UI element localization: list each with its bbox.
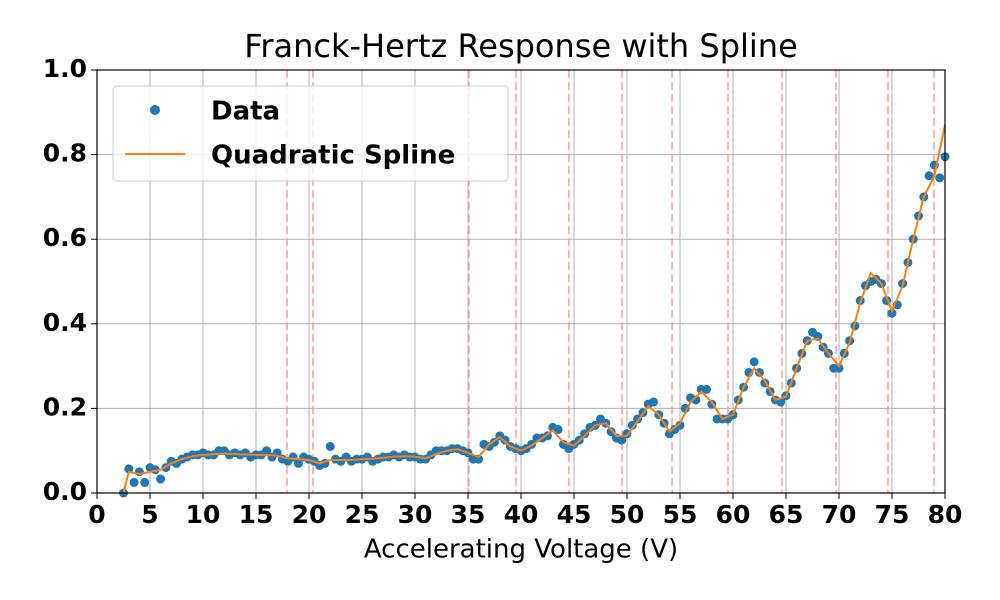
x-tick-label: 5	[141, 500, 158, 529]
x-tick-label: 45	[557, 500, 592, 529]
x-tick-label: 40	[504, 500, 539, 529]
y-tick-label: 0.0	[43, 477, 87, 506]
data-point	[262, 446, 272, 456]
x-tick-label: 70	[822, 500, 857, 529]
data-point	[140, 477, 150, 487]
data-point	[134, 467, 144, 477]
x-tick-label: 20	[292, 500, 327, 529]
legend-label: Data	[211, 97, 280, 127]
data-point	[649, 397, 658, 407]
y-tick-label: 0.2	[43, 392, 87, 421]
legend-box	[112, 85, 509, 182]
x-tick-label: 0	[88, 500, 105, 529]
data-point	[834, 363, 844, 373]
data-point	[755, 367, 764, 377]
data-point	[702, 384, 711, 394]
x-tick-label: 55	[663, 500, 698, 529]
data-point	[580, 429, 590, 439]
y-tick-label: 1.0	[43, 54, 87, 83]
x-tick-label: 60	[716, 500, 751, 529]
plot-frame	[96, 69, 946, 494]
data-point	[156, 474, 166, 484]
data-point	[553, 425, 563, 435]
x-tick-label: 15	[239, 500, 274, 529]
x-axis-label: Accelerating Voltage (V)	[364, 535, 678, 565]
x-tick-label: 65	[769, 500, 804, 529]
x-tick-label: 50	[610, 500, 645, 529]
x-tick-label: 30	[398, 500, 433, 529]
y-tick-label: 0.8	[43, 139, 87, 168]
y-tick-label: 0.6	[43, 223, 87, 252]
x-tick-label: 25	[345, 500, 380, 529]
data-point	[124, 464, 134, 474]
chart-title: Franck-Hertz Response with Spline	[244, 27, 798, 65]
x-tick-label: 80	[928, 500, 963, 529]
data-point	[325, 441, 335, 451]
x-tick-label: 10	[186, 500, 221, 529]
y-tick-label: 0.4	[43, 308, 87, 337]
data-point	[924, 171, 934, 181]
data-point	[627, 420, 637, 430]
data-point	[749, 357, 759, 367]
data-point	[129, 477, 139, 487]
legend-marker	[150, 105, 160, 115]
spline-line	[122, 124, 946, 494]
data-point	[617, 435, 627, 445]
data-point	[606, 427, 616, 437]
data-point	[675, 420, 685, 430]
data-point	[935, 173, 945, 183]
data-point	[500, 435, 510, 445]
x-tick-label: 35	[451, 500, 486, 529]
legend: Data Quadratic Spline	[112, 85, 509, 182]
legend-label: Quadratic Spline	[211, 141, 455, 171]
x-tick-label: 75	[875, 500, 910, 529]
data-point	[293, 458, 303, 468]
